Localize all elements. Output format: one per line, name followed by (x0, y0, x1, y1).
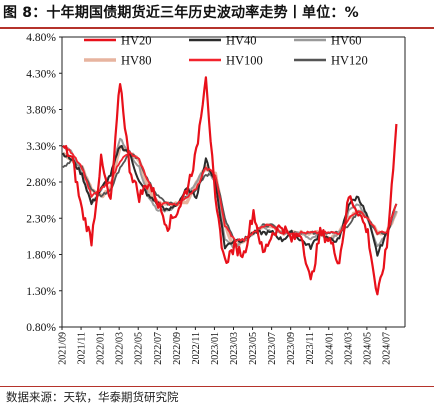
x-tick-label: 2022/01 (96, 332, 107, 365)
x-tick-label: 2021/11 (77, 332, 88, 364)
x-tick-label: 2021/09 (58, 332, 69, 365)
y-tick-label: 4.30% (26, 68, 56, 80)
legend: HV20 HV40 HV60 HV80 HV100 HV120 (84, 34, 368, 68)
x-tick-label: 2022/05 (134, 332, 145, 365)
x-tick-label: 2022/07 (153, 332, 164, 365)
legend-label-hv20: HV20 (121, 34, 152, 48)
x-tick-label: 2023/11 (305, 332, 316, 364)
x-tick-label: 2022/11 (191, 332, 202, 364)
chart-title: 图 8：十年期国债期货近三年历史波动率走势丨单位：% (3, 5, 359, 21)
legend-label-hv100: HV100 (226, 54, 263, 68)
y-tick-label: 2.80% (26, 177, 56, 189)
series-layer (61, 76, 399, 296)
axis-layer: 0.80% 1.30% 1.80% 2.30% 2.80% 3.30% 3.80% 4.30%… (26, 32, 406, 365)
y-tick-label: 3.30% (26, 141, 56, 153)
y-tick-label: 2.30% (26, 213, 56, 225)
x-tick-label: 2024/01 (324, 332, 335, 365)
source-rule (0, 386, 434, 387)
x-tick-label: 2023/01 (210, 332, 221, 365)
x-tick-label: 2023/03 (229, 332, 240, 365)
line-chart: 0.80% 1.30% 1.80% 2.30% 2.80% 3.30% 3.80% 4.30%… (26, 32, 406, 365)
x-tick-label: 2024/03 (343, 332, 354, 365)
x-tick-label: 2023/05 (248, 332, 259, 365)
x-tick-label: 2024/07 (381, 332, 392, 365)
legend-label-hv40: HV40 (226, 34, 257, 48)
series-line-hv20 (62, 76, 398, 296)
y-tick-label: 1.80% (26, 250, 56, 262)
x-tick-label: 2024/05 (362, 332, 373, 365)
x-tick-label: 2022/09 (172, 332, 183, 365)
series-line-hv100 (62, 145, 398, 243)
y-tick-label: 1.30% (26, 286, 56, 298)
x-tick-label: 2023/09 (286, 332, 297, 365)
x-tick-label: 2022/03 (115, 332, 126, 365)
y-tick-label: 4.80% (26, 32, 56, 44)
legend-label-hv60: HV60 (331, 34, 362, 48)
legend-label-hv120: HV120 (331, 54, 368, 68)
y-tick-label: 0.80% (26, 322, 56, 334)
legend-label-hv80: HV80 (121, 54, 152, 68)
source-note: 数据来源：天软，华泰期货研究院 (6, 390, 179, 404)
y-tick-label: 3.80% (26, 105, 56, 117)
title-rule (0, 27, 434, 29)
x-tick-label: 2023/07 (267, 332, 278, 365)
